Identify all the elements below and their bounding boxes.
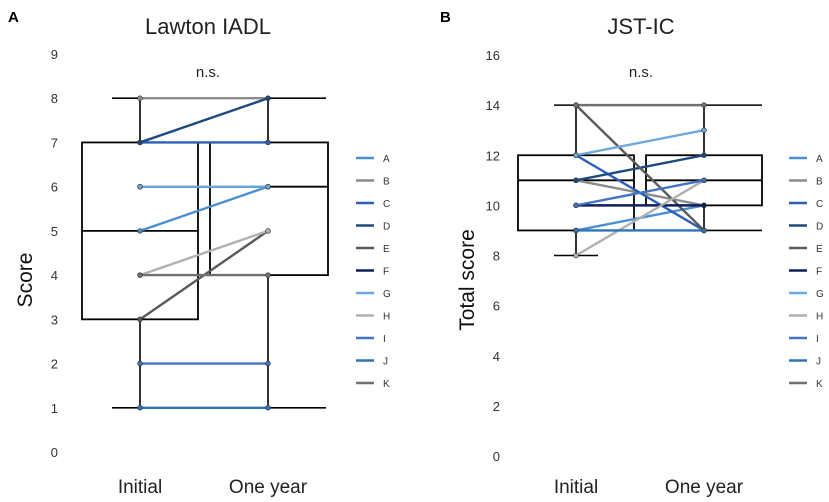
panel-a-ytick-label-4: 4 [51,268,58,283]
panel-b-legend-f-label: F [816,267,822,278]
panel-b-series-f-point-1 [701,202,707,209]
panel-a-ytick-label-6: 6 [51,180,58,195]
panel-a-legend-f-label: F [383,267,389,278]
panel-a-series-d-point-1 [265,95,271,101]
panel-a-series-b-point-0 [137,95,143,101]
panel-b-series-i-point-0 [573,202,579,209]
panel-a-series-i-point-0 [137,360,143,367]
panel-b-xtick-label-0: Initial [554,477,598,498]
panel-b-ytick-label-0: 0 [493,449,500,464]
panel-a-xtick-label-0: Initial [118,477,162,498]
panel-a-series-h-line [139,229,269,277]
panel-a-series-c-point-1 [265,139,271,146]
panel-a-annotation: n.s. [196,64,220,81]
panel-a-legend-d-label: D [383,222,390,233]
panel-b-series-i-line [575,179,705,207]
panel-b-ytick-label-8: 8 [493,249,500,264]
panel-a-legend-i-label: I [383,334,386,345]
panel-b-ytick-label-6: 6 [493,299,500,314]
panel-a-series-a-line [139,185,269,233]
panel-a-legend-g-label: G [383,289,391,300]
panel-b-ytick-label-2: 2 [493,399,500,414]
panel-a-series-e-point-0 [137,316,143,323]
panel-b-series-g-point-1 [701,127,707,133]
panel-a-series-h-point-1 [265,228,271,234]
panel-a-series-j-point-0 [137,405,143,411]
panel-a-legend-e-label: E [383,244,390,255]
panel-b-series-j-point-1 [701,227,707,234]
panel-a-ytick-label-3: 3 [51,312,58,327]
panel-b-xtick-label-1: One year [665,477,744,498]
panel-b-box-rect-0 [517,154,635,232]
panel-a-series-d-line [139,97,269,144]
panel-b-legend-c-label: C [816,199,823,210]
panel-a-legend-j-label: J [383,357,388,368]
panel-b-legend-b-label: B [816,177,823,188]
panel-b-annotation: n.s. [629,64,653,81]
panel-b-legend-d-label: D [816,222,823,233]
panel-a-series-g-point-1 [265,183,271,190]
panel-a-xtick-label-1: One year [229,477,308,498]
panel-b-legend-e-label: E [816,244,823,255]
panel-a-ytick-label-8: 8 [51,91,58,106]
panel-b-ytick-label-12: 12 [486,148,500,163]
panel-b-series-k-point-0 [573,102,579,108]
panel-a-ytick-label-7: 7 [51,135,58,150]
panel-b-series-i-point-1 [701,177,707,184]
panel-b-legend-j-label: J [816,357,821,368]
panel-a-legend-b-label: B [383,177,390,188]
panel-b-series-d-point-1 [701,152,707,158]
panel-a-ylabel: Score [14,253,37,308]
panel-a-series-d-point-0 [137,139,143,146]
panel-b-ytick-label-16: 16 [486,48,500,63]
panel-a-series-k-point-0 [137,272,143,278]
panel-a-series-g-point-0 [137,183,143,190]
panel-b-ytick-label-4: 4 [493,349,500,364]
panel-b-series-g-line [575,129,705,157]
panel-a-ytick-label-1: 1 [51,401,58,416]
panel-a-legend-h-label: H [383,312,390,323]
panel-b-series-g-point-0 [573,152,579,158]
panel-a-ytick-label-0: 0 [51,445,58,460]
panel-b-series-j-point-0 [573,227,579,234]
panel-a-legend-c-label: C [383,199,390,210]
panel-b-box-1 [645,104,763,232]
panel-a-title: Lawton IADL [145,14,271,39]
panel-a-ytick-label-5: 5 [51,224,58,239]
panel-b-series-d-point-0 [573,177,579,184]
panel-a-series-j-point-1 [265,405,271,411]
panel-a-box-rect-1 [209,141,329,277]
panel-b-ytick-label-10: 10 [486,198,500,213]
panel-a-ytick-label-9: 9 [51,47,58,62]
panel-b-ytick-label-14: 14 [486,98,500,113]
panel-b-legend-a-label: A [816,154,823,165]
panel-b-legend-g-label: G [816,289,824,300]
panel-b-series-h-line [575,179,705,257]
panel-b-series-h-point-0 [573,252,579,259]
panel-b-title: JST-IC [607,14,674,39]
panel-a-series-i-point-1 [265,360,271,367]
panel-a-letter: A [8,9,19,26]
panel-a-legend-k-label: K [383,379,390,390]
panel-a-ytick-label-2: 2 [51,357,58,372]
panel-b-ylabel: Total score [456,229,479,331]
panel-b-legend-k-label: K [816,379,823,390]
panel-b-legend-i-label: I [816,334,819,345]
panel-b-legend-h-label: H [816,312,823,323]
panel-a-series-a-point-0 [137,228,143,234]
panel-a-series-k-point-1 [265,272,271,278]
panel-b-letter: B [440,9,451,26]
panel-b-series-k-point-1 [701,102,707,108]
panel-a-legend-a-label: A [383,154,390,165]
panel-b-series-e-line [575,104,705,232]
